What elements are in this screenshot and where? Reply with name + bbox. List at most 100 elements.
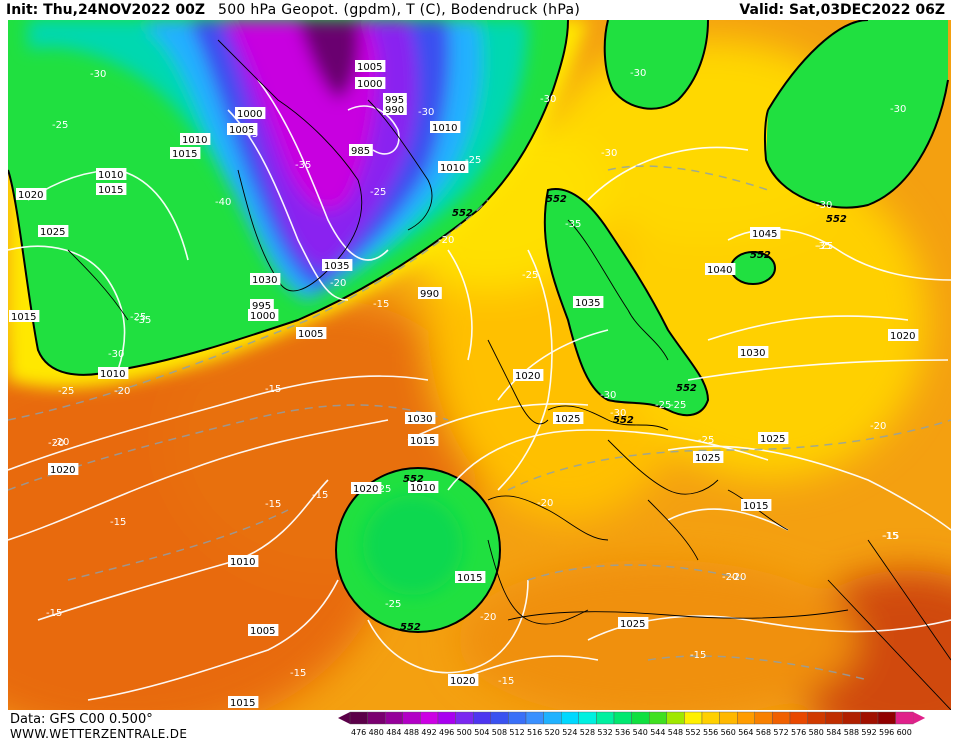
contour-552-label: 552 bbox=[403, 474, 424, 485]
temperature-label: -45 bbox=[242, 129, 258, 140]
temperature-label: -20 bbox=[730, 572, 746, 583]
pressure-label: 1035 bbox=[575, 298, 600, 309]
pressure-label: 1025 bbox=[760, 434, 785, 445]
pressure-label-bg bbox=[418, 287, 442, 299]
valid-time: Valid: Sat,03DEC2022 06Z bbox=[739, 2, 945, 18]
pressure-label: 1020 bbox=[450, 676, 475, 687]
temperature-label: -30 bbox=[601, 148, 617, 159]
legend-swatch bbox=[877, 711, 896, 725]
legend-tick-label: 492 bbox=[421, 728, 436, 737]
legend-swatch bbox=[737, 711, 756, 725]
temperature-label: -15 bbox=[290, 668, 306, 679]
contour-552-label: 552 bbox=[826, 214, 847, 225]
pressure-label: 1010 bbox=[98, 170, 123, 181]
legend-tick-label: 476 bbox=[351, 728, 366, 737]
legend-swatch bbox=[455, 711, 474, 725]
temperature-label: -30 bbox=[418, 107, 434, 118]
map-header: Init: Thu,24NOV2022 00Z 500 hPa Geopot. … bbox=[0, 0, 959, 20]
pressure-label-bg bbox=[408, 481, 439, 493]
legend-tick-label: 484 bbox=[386, 728, 401, 737]
contour-552-label: 552 bbox=[750, 250, 771, 261]
pressure-label-bg bbox=[430, 121, 461, 133]
legend-tick-label: 496 bbox=[439, 728, 454, 737]
contour-552-label: 552 bbox=[546, 194, 567, 205]
pressure-label: 1030 bbox=[740, 348, 765, 359]
temperature-label: -25 bbox=[698, 435, 714, 446]
green-blob-baltic bbox=[731, 252, 775, 284]
temperature-label: -25 bbox=[465, 155, 481, 166]
pressure-label-bg bbox=[705, 263, 736, 275]
pressure-label-bg bbox=[438, 161, 469, 173]
legend-tick-label: 488 bbox=[404, 728, 419, 737]
legend-swatch bbox=[367, 711, 386, 725]
legend-tick-label: 552 bbox=[685, 728, 700, 737]
legend-swatch bbox=[385, 711, 404, 725]
pressure-label-bg bbox=[48, 463, 79, 475]
temperature-label: -35 bbox=[815, 241, 831, 252]
cold-core-gradient bbox=[28, 20, 528, 300]
legend-swatch bbox=[666, 711, 685, 725]
pressure-label-bg bbox=[227, 123, 258, 135]
pressure-label: 1020 bbox=[515, 371, 540, 382]
pressure-label-bg bbox=[888, 329, 919, 341]
pressure-label: 1025 bbox=[555, 414, 580, 425]
legend-tick-label: 524 bbox=[562, 728, 577, 737]
temperature-label: -25 bbox=[655, 400, 671, 411]
pressure-label-bg bbox=[98, 367, 129, 379]
temperature-label: -20 bbox=[870, 421, 886, 432]
legend-tick-label: 572 bbox=[773, 728, 788, 737]
pressure-label-bg bbox=[228, 555, 259, 567]
legend-tick-label: 592 bbox=[861, 728, 876, 737]
init-time: Init: Thu,24NOV2022 00Z bbox=[6, 2, 205, 18]
legend-tick-label: 580 bbox=[809, 728, 824, 737]
temperature-label: -20 bbox=[480, 612, 496, 623]
temperature-label: -20 bbox=[537, 498, 553, 509]
temperature-label: -20 bbox=[53, 437, 69, 448]
pressure-label: 1035 bbox=[324, 261, 349, 272]
legend-swatch bbox=[649, 711, 668, 725]
temperature-label: -25 bbox=[670, 400, 686, 411]
pressure-label: 1000 bbox=[250, 311, 275, 322]
legend-swatch bbox=[789, 711, 808, 725]
pressure-label-bg bbox=[355, 60, 386, 72]
pressure-label: 1015 bbox=[230, 698, 255, 709]
pressure-label: 1015 bbox=[743, 501, 768, 512]
legend-swatch bbox=[719, 711, 738, 725]
pressure-label-bg bbox=[448, 674, 479, 686]
legend-tick-label: 504 bbox=[474, 728, 489, 737]
legend-swatch bbox=[420, 711, 439, 725]
legend-arrow-right bbox=[913, 712, 926, 724]
isotherms bbox=[8, 165, 951, 681]
temperature-label: -40 bbox=[215, 197, 231, 208]
legend-swatch bbox=[490, 711, 509, 725]
pressure-label-bg bbox=[96, 168, 127, 180]
pressure-label-bg bbox=[248, 624, 279, 636]
temperature-label: -30 bbox=[630, 68, 646, 79]
temperature-label: -35 bbox=[295, 160, 311, 171]
pressure-label: 1025 bbox=[695, 453, 720, 464]
temperature-label: -25 bbox=[522, 270, 538, 281]
temperature-label: -25 bbox=[817, 241, 833, 252]
pressure-label-bg bbox=[553, 412, 584, 424]
pressure-label-bg bbox=[351, 482, 382, 494]
pressure-label-bg bbox=[38, 225, 69, 237]
temperature-label: -20 bbox=[438, 235, 454, 246]
temperature-label: -35 bbox=[565, 219, 581, 230]
green-blob-northeast bbox=[766, 20, 948, 208]
data-source: Data: GFS C00 0.500° bbox=[10, 712, 153, 727]
temperature-label: -25 bbox=[52, 120, 68, 131]
pressure-label-bg bbox=[250, 299, 274, 311]
legend-tick-label: 500 bbox=[457, 728, 472, 737]
legend-swatch bbox=[578, 711, 597, 725]
legend-swatch bbox=[772, 711, 791, 725]
pressure-label-bg bbox=[693, 451, 724, 463]
contour-552 bbox=[8, 20, 949, 633]
pressure-label: 1000 bbox=[237, 109, 262, 120]
legend-tick-label: 568 bbox=[756, 728, 771, 737]
pressure-label: 1010 bbox=[410, 483, 435, 494]
pressure-label: 1015 bbox=[98, 185, 123, 196]
legend-swatch bbox=[754, 711, 773, 725]
pressure-label-bg bbox=[618, 617, 649, 629]
temperature-label: -15 bbox=[46, 608, 62, 619]
